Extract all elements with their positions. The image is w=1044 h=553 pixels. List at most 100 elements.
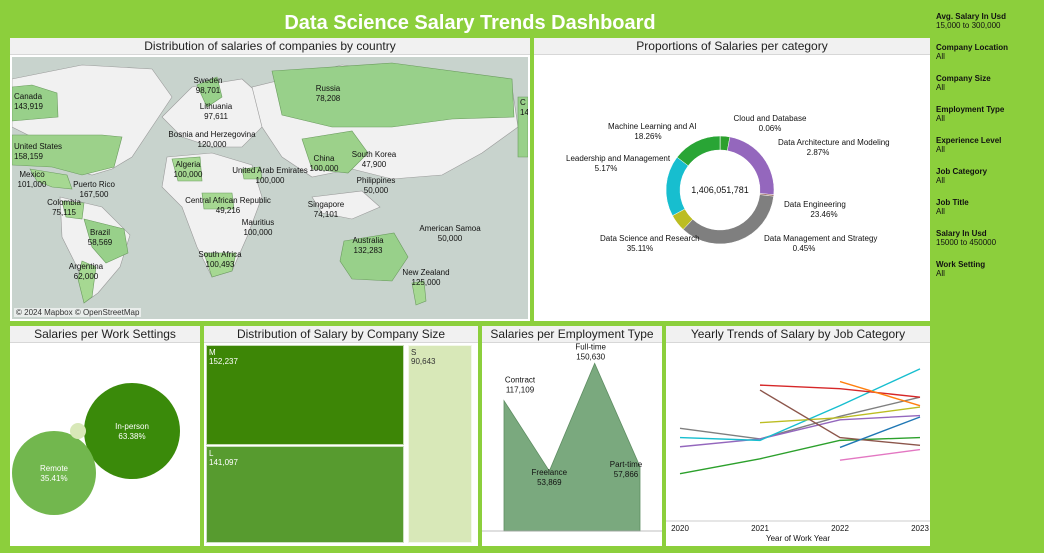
central-african-republic-shape[interactable] xyxy=(201,192,235,210)
map-label-name: Sweden xyxy=(194,76,223,85)
filter-8[interactable]: Work Setting All xyxy=(936,260,1040,278)
russia-shape[interactable] xyxy=(271,62,515,128)
line-series[interactable] xyxy=(679,396,921,440)
donut-total-label: 1,406,051,781 xyxy=(691,185,749,195)
filter-value: 15000 to 450000 xyxy=(936,238,997,247)
filter-1[interactable]: Company Location All xyxy=(936,43,1040,61)
company-size-panel: Distribution of Salary by Company Size M… xyxy=(204,326,478,546)
bubble-0[interactable] xyxy=(84,383,180,479)
bubble-1[interactable] xyxy=(12,431,96,515)
line-series[interactable] xyxy=(759,389,921,447)
china-shape[interactable] xyxy=(301,130,369,174)
map-label-name: Mexico xyxy=(19,170,45,179)
map-label-name: New Zealand xyxy=(402,268,449,277)
area-label-value: 57,866 xyxy=(614,470,639,479)
donut-label-name: Data Engineering xyxy=(784,200,846,209)
filter-2[interactable]: Company Size All xyxy=(936,74,1040,92)
map-label-value: 78,208 xyxy=(316,94,341,103)
yearly-trends-panel: Yearly Trends of Salary by Job Category … xyxy=(666,326,930,546)
treemap-cell-name: L xyxy=(209,449,214,458)
area-label-name: Part-time xyxy=(610,460,643,469)
map-attribution: © 2024 Mapbox © OpenStreetMap xyxy=(14,308,142,317)
new-zealand-shape[interactable] xyxy=(411,280,427,306)
world-map[interactable]: Canada 143,919 United States 158,159 Mexico 1… xyxy=(12,57,528,319)
map-label-name: South Africa xyxy=(198,250,242,259)
sweden-shape[interactable] xyxy=(196,76,223,108)
line-x-tick: 2020 xyxy=(671,524,689,533)
line-series[interactable] xyxy=(839,448,921,461)
canada-shape[interactable] xyxy=(12,84,59,122)
map-label-value: 101,000 xyxy=(18,180,47,189)
line-series[interactable] xyxy=(839,380,921,407)
map-label-name: Russia xyxy=(316,84,341,93)
map-label-value: 47,900 xyxy=(362,160,387,169)
map-label-name: C xyxy=(520,98,526,107)
colombia-shape[interactable] xyxy=(61,200,85,220)
argentina-shape[interactable] xyxy=(77,260,97,304)
filter-4[interactable]: Experience Level All xyxy=(936,136,1040,154)
filter-value: All xyxy=(936,114,945,123)
filter-value: All xyxy=(936,83,945,92)
filter-name: Company Location xyxy=(936,43,1009,52)
filter-0[interactable]: Avg. Salary In Usd 15,000 to 300,000 xyxy=(936,12,1040,30)
treemap-cell-S[interactable]: S 90,643 xyxy=(408,345,472,543)
donut-label-name: Cloud and Database xyxy=(734,114,807,123)
algeria-shape[interactable] xyxy=(171,156,203,182)
donut-slice[interactable] xyxy=(676,135,721,167)
donut-label-value: 35.11% xyxy=(627,244,654,253)
bubble-2[interactable] xyxy=(70,423,86,439)
map-label-value: 49,216 xyxy=(216,206,241,215)
map-label-value: 58,569 xyxy=(88,238,113,247)
uae-shape[interactable] xyxy=(241,166,263,180)
united-states-shape[interactable] xyxy=(12,134,123,176)
filter-7[interactable]: Salary In Usd 15000 to 450000 xyxy=(936,229,1040,247)
area-label-name: Contract xyxy=(505,376,536,385)
treemap-cell-L[interactable]: L 141,097 xyxy=(206,446,404,543)
line-x-tick: 2023 xyxy=(911,524,929,533)
work-settings-panel: Salaries per Work Settings In-person 63.3… xyxy=(10,326,200,546)
filter-6[interactable]: Job Title All xyxy=(936,198,1040,216)
donut-label-name: Data Science and Research xyxy=(600,234,700,243)
south-africa-shape[interactable] xyxy=(203,252,237,278)
map-label-name: Brazil xyxy=(90,228,110,237)
line-series[interactable] xyxy=(759,384,921,398)
map-label-name: Argentina xyxy=(69,262,104,271)
employment-type-panel: Salaries per Employment Type Contract 117… xyxy=(482,326,662,546)
filter-3[interactable]: Employment Type All xyxy=(936,105,1040,123)
line-series[interactable] xyxy=(679,414,921,448)
map-label-name: Singapore xyxy=(308,200,345,209)
filter-name: Job Title xyxy=(936,198,969,207)
filter-name: Job Category xyxy=(936,167,988,176)
map-label-name: South Korea xyxy=(352,150,397,159)
map-label-value: 50,000 xyxy=(438,234,463,243)
map-label-value: 14 xyxy=(520,108,528,117)
map-label-name: Algeria xyxy=(176,160,201,169)
map-label-value: 167,500 xyxy=(80,190,109,199)
australia-shape[interactable] xyxy=(339,232,409,282)
filter-name: Work Setting xyxy=(936,260,986,269)
line-series[interactable] xyxy=(839,416,921,449)
map-label-name: China xyxy=(314,154,335,163)
map-label-name: Colombia xyxy=(47,198,81,207)
mexico-shape[interactable] xyxy=(29,168,73,190)
work-settings-title: Salaries per Work Settings xyxy=(10,326,200,343)
map-label-value: 98,701 xyxy=(196,86,221,95)
line-series[interactable] xyxy=(679,436,921,475)
filter-5[interactable]: Job Category All xyxy=(936,167,1040,185)
map-label-name: United States xyxy=(14,142,62,151)
map-label-name: United Arab Emirates xyxy=(232,166,308,175)
donut-label-name: Data Management and Strategy xyxy=(764,234,877,243)
treemap-cell-M[interactable]: M 152,237 xyxy=(206,345,404,445)
treemap-chart: M 152,237 L 141,097 S 90,643 xyxy=(204,343,478,546)
line-series[interactable] xyxy=(679,368,921,442)
map-label-value: 100,000 xyxy=(256,176,285,185)
filter-value: 15,000 to 300,000 xyxy=(936,21,1001,30)
line-series[interactable] xyxy=(759,406,921,424)
brazil-shape[interactable] xyxy=(83,218,129,264)
employment-type-title: Salaries per Employment Type xyxy=(482,326,662,343)
donut-slice[interactable] xyxy=(665,156,689,216)
